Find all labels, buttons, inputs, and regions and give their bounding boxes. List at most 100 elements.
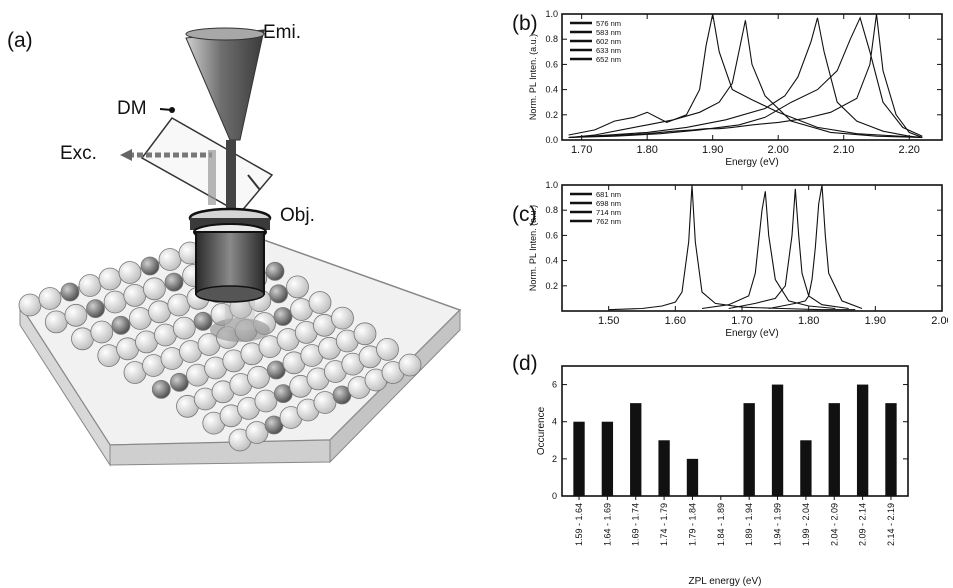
lattice-atom	[254, 389, 278, 413]
x-axis-label: ZPL energy (eV)	[689, 576, 762, 587]
legend-label: 633 nm	[596, 46, 621, 55]
legend-label: 714 nm	[596, 208, 621, 217]
plot-frame	[561, 365, 909, 497]
focus-spot	[210, 318, 270, 342]
bar	[856, 384, 869, 496]
lattice-atom	[286, 275, 309, 299]
y-tick-label: 0.4	[545, 256, 558, 266]
emission-label: Emi.	[263, 22, 301, 43]
x-tick-label: 1.90	[702, 144, 723, 156]
dichroic-mirror	[140, 117, 274, 214]
series-line-652-nm	[568, 13, 923, 139]
x-tick-label: 1.80	[636, 144, 657, 156]
defect-atom	[151, 379, 171, 399]
series-line-762-nm	[608, 184, 856, 311]
x-tick-label: 1.84 - 1.89	[716, 503, 726, 546]
defect-atom	[86, 299, 105, 319]
lattice-atom	[247, 365, 270, 389]
x-axis-label: Energy (eV)	[725, 157, 778, 168]
y-axis-label: Norm. PL Inten. (a.u.)	[528, 34, 538, 120]
lattice-atom	[103, 290, 127, 314]
lattice-atom	[376, 337, 399, 361]
lattice-atom	[78, 274, 102, 297]
lattice-atom	[245, 421, 269, 444]
bar	[828, 403, 840, 496]
bar	[601, 421, 614, 496]
lattice-atom	[128, 307, 152, 330]
x-tick-label: 1.90	[865, 315, 886, 327]
y-tick-label: 0.2	[545, 281, 558, 291]
bar	[743, 403, 755, 496]
defect-atom	[193, 311, 213, 331]
series-line-576-nm	[568, 13, 923, 139]
bar	[800, 440, 812, 496]
y-tick-label: 0.6	[545, 230, 558, 240]
defect-atom	[169, 372, 189, 392]
x-tick-label: 1.74 - 1.79	[659, 503, 669, 546]
y-tick-label: 0.8	[545, 34, 558, 44]
y-tick-label: 0.0	[545, 135, 558, 145]
chart-d-zpl-histogram: 0 2 4 6 1.59 - 1.64 1.64 - 1.69 1.69 - 1.74 1.7…	[536, 365, 909, 587]
lattice-atom	[38, 287, 62, 310]
bar	[686, 458, 699, 496]
lattice-atom	[123, 283, 147, 307]
series-line-698-nm	[728, 188, 849, 310]
legend-label: 681 nm	[596, 190, 621, 199]
lattice-atom	[64, 303, 88, 327]
x-tick-label: 1.70	[571, 144, 592, 156]
lattice-atom	[167, 293, 191, 317]
lattice-atom	[313, 391, 337, 414]
x-tick-label: 1.60	[665, 315, 686, 327]
defect-atom	[266, 360, 286, 380]
panel-label-d: (d)	[512, 352, 538, 375]
x-tick-label: 1.79 - 1.84	[687, 503, 697, 546]
y-tick-label: 0	[552, 491, 557, 501]
defect-atom	[140, 256, 160, 276]
panel-label-b: (b)	[512, 12, 538, 35]
legend-label: 576 nm	[596, 19, 621, 28]
objective-lens	[188, 207, 272, 303]
defect-atom	[111, 315, 131, 335]
legend-label: 698 nm	[596, 199, 621, 208]
defect-atom	[265, 261, 285, 281]
lattice-atom	[142, 277, 166, 301]
defect-atom	[164, 272, 184, 292]
x-tick-label: 2.09 - 2.14	[858, 503, 868, 546]
bar	[573, 421, 585, 496]
dichroic-mirror-label: DM	[117, 98, 147, 119]
x-tick-label: 2.00	[931, 315, 948, 327]
panel-label-c: (c)	[512, 203, 537, 226]
x-tick-label: 2.14 - 2.19	[886, 503, 896, 546]
lattice-slab	[18, 228, 462, 467]
emission-beam	[185, 29, 265, 141]
lattice-atom	[308, 291, 332, 314]
lattice-atom	[18, 293, 42, 317]
x-tick-label: 1.64 - 1.69	[602, 503, 612, 546]
lattice-atom	[98, 267, 122, 291]
x-tick-label: 1.69 - 1.74	[631, 503, 641, 546]
lattice-atom	[331, 306, 354, 330]
objective-label: Obj.	[280, 205, 315, 226]
lattice-atom	[90, 320, 114, 344]
x-tick-label: 2.00	[767, 144, 788, 156]
y-tick-label: 0.8	[545, 205, 558, 215]
bar	[885, 403, 897, 496]
bar	[771, 384, 784, 496]
excitation-label: Exc.	[60, 143, 97, 164]
x-tick-label: 1.99 - 2.04	[801, 503, 811, 546]
series-line-681-nm	[768, 184, 863, 310]
x-tick-label: 1.89 - 1.94	[744, 503, 754, 546]
x-tick-label: 1.59 - 1.64	[574, 503, 584, 546]
defect-atom	[269, 284, 289, 304]
series-line-602-nm	[568, 17, 923, 139]
defect-atom	[273, 307, 293, 326]
lattice-atom	[71, 327, 94, 351]
bar	[658, 440, 670, 496]
y-tick-label: 1.0	[545, 9, 558, 19]
lattice-atom	[353, 322, 377, 346]
bar	[630, 403, 642, 496]
collection-beam	[226, 140, 236, 218]
legend-label: 583 nm	[596, 28, 621, 37]
series-line-583-nm	[568, 16, 923, 139]
x-tick-label: 1.70	[731, 315, 752, 327]
